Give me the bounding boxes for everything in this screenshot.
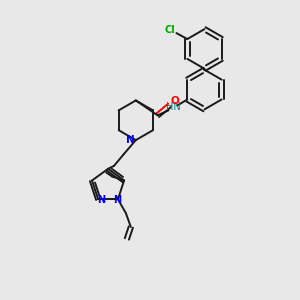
Text: N: N xyxy=(127,135,135,145)
Text: O: O xyxy=(170,97,179,106)
Text: HN: HN xyxy=(166,102,181,112)
Text: N: N xyxy=(97,195,105,205)
Text: Cl: Cl xyxy=(164,25,175,35)
Text: N: N xyxy=(113,195,121,205)
